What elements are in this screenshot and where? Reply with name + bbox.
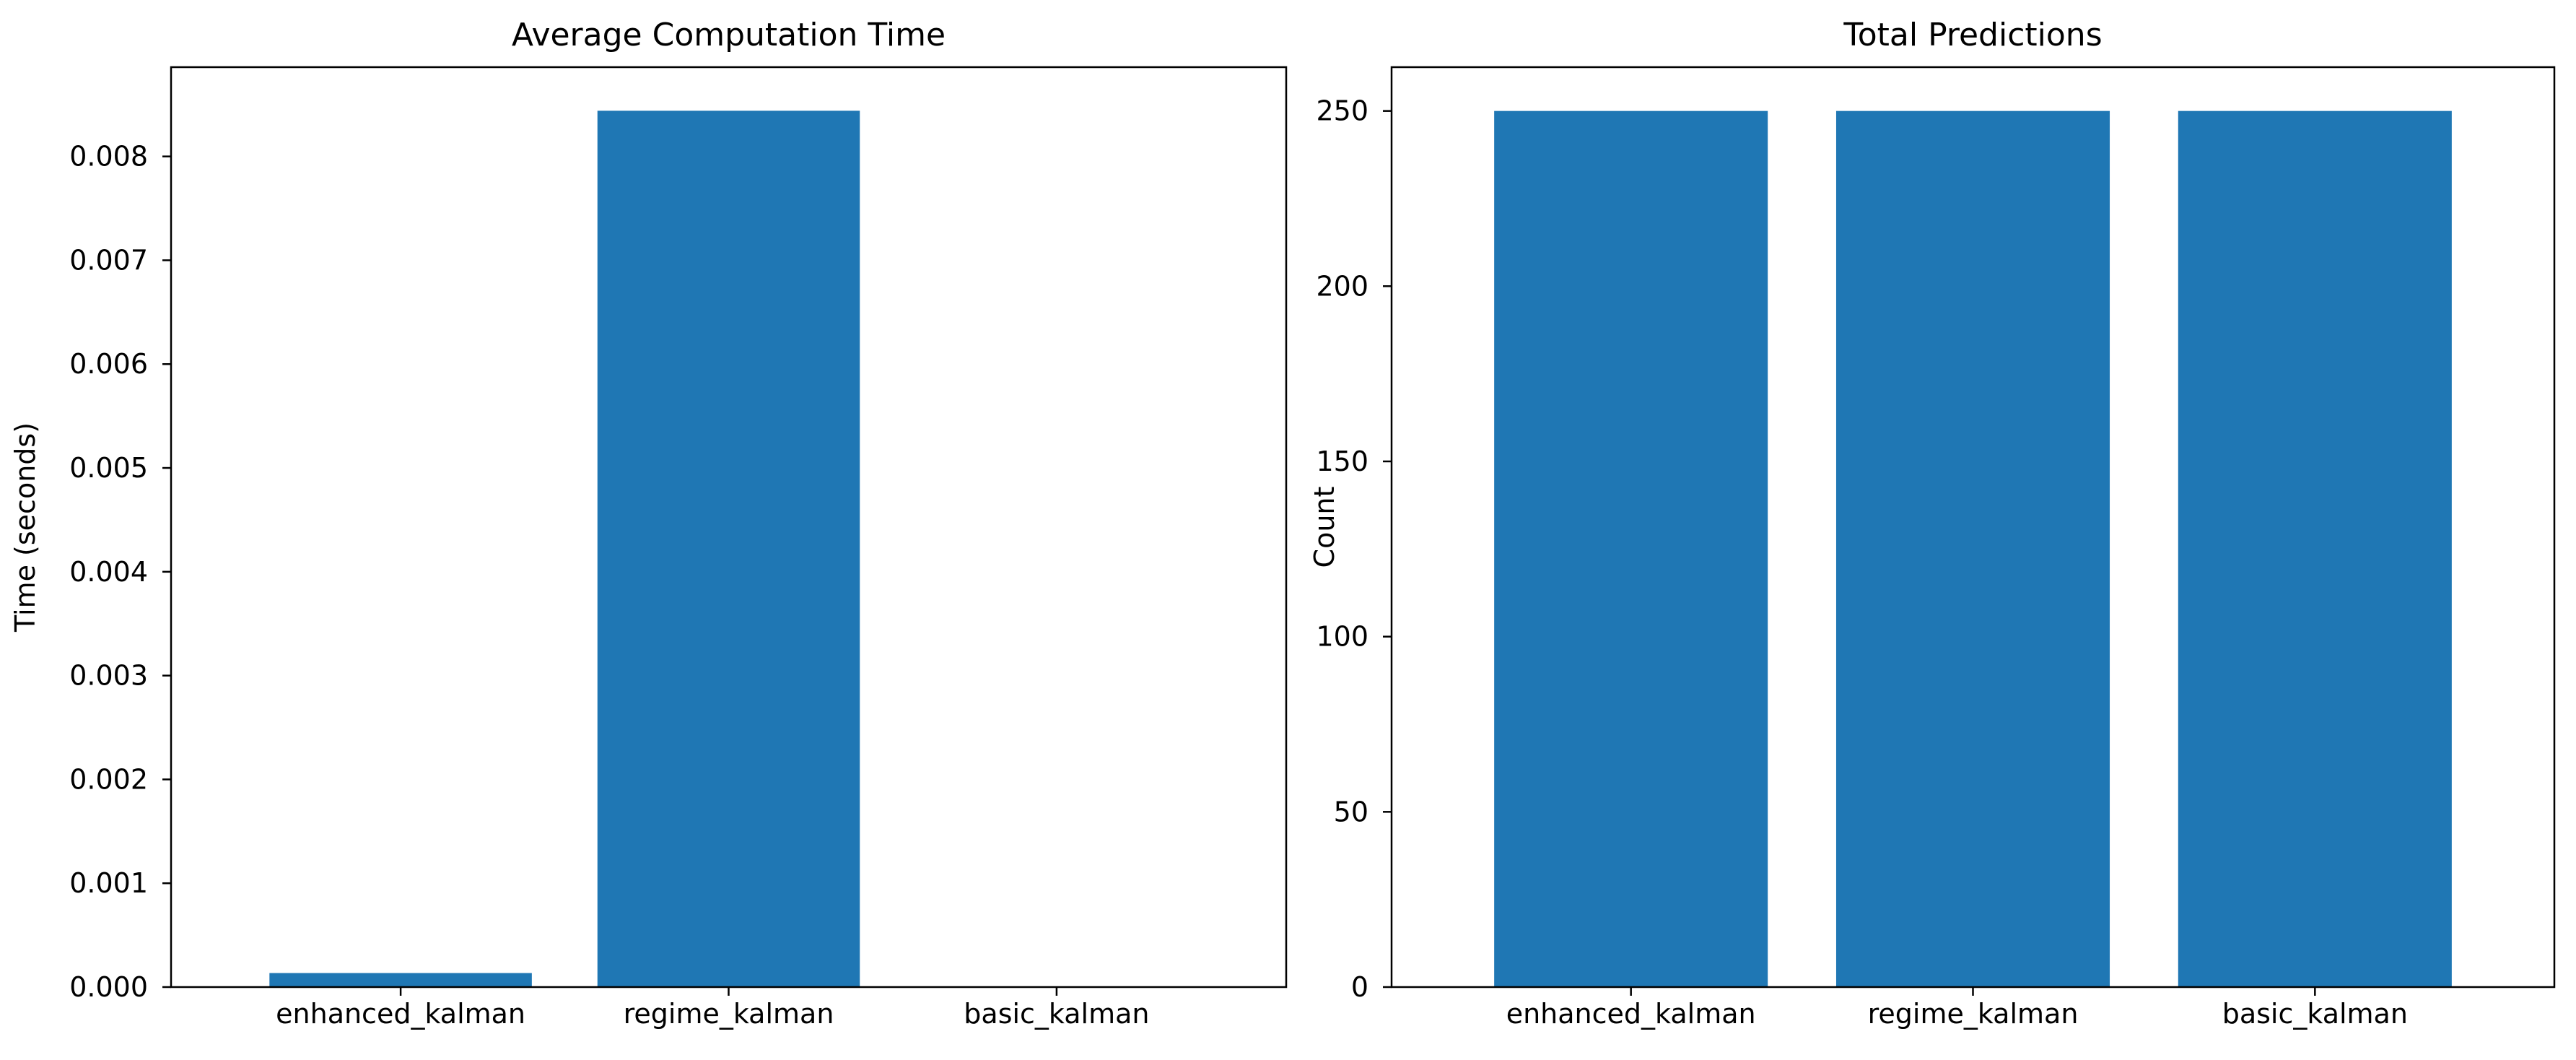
- bar-basic-kalman: [2178, 110, 2452, 987]
- x-tick-label: basic_kalman: [2222, 998, 2408, 1030]
- x-tick-label: regime_kalman: [1868, 998, 2079, 1030]
- y-tick-label: 50: [1334, 796, 1368, 827]
- y-tick-label: 0.005: [69, 452, 148, 484]
- bar-enhanced-kalman: [269, 973, 532, 987]
- y-axis-label: Time (seconds): [9, 422, 41, 633]
- y-tick-label: 200: [1316, 270, 1368, 302]
- y-tick-label: 250: [1316, 95, 1368, 127]
- y-tick-label: 0.002: [69, 763, 148, 795]
- bar-regime-kalman: [597, 110, 860, 987]
- y-tick-label: 0.006: [69, 348, 148, 380]
- x-tick-label: basic_kalman: [964, 998, 1149, 1030]
- x-tick-label: regime_kalman: [624, 998, 834, 1030]
- bar-enhanced-kalman: [1494, 110, 1768, 987]
- y-tick-label: 150: [1316, 446, 1368, 477]
- bar-regime-kalman: [1835, 110, 2110, 987]
- y-tick-label: 0.004: [69, 556, 148, 588]
- x-tick-label: enhanced_kalman: [1506, 998, 1756, 1030]
- y-tick-label: 100: [1316, 621, 1368, 653]
- y-tick-label: 0.003: [69, 660, 148, 692]
- x-tick-label: enhanced_kalman: [276, 998, 525, 1030]
- y-tick-label: 0.007: [69, 244, 148, 276]
- y-axis-label: Count: [1309, 487, 1340, 568]
- y-tick-label: 0.000: [69, 971, 148, 1003]
- y-tick-label: 0: [1351, 971, 1368, 1003]
- chart-title: Total Predictions: [1843, 17, 2102, 53]
- chart-title: Average Computation Time: [512, 17, 946, 53]
- y-tick-label: 0.001: [69, 867, 148, 899]
- y-tick-label: 0.008: [69, 141, 148, 173]
